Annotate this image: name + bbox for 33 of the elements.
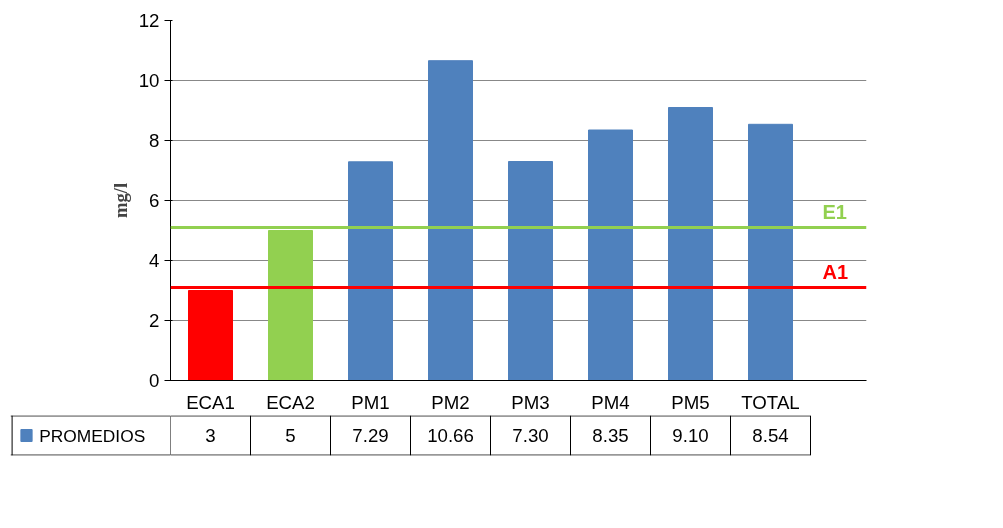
y-tick-label: 12 (138, 10, 160, 31)
data-label: 8.54 (752, 425, 789, 446)
ref-line-label: E1 (822, 200, 847, 223)
y-tick-label: 6 (149, 190, 160, 211)
x-tick-label: PM2 (431, 391, 470, 413)
x-tick-label: TOTAL (741, 391, 800, 413)
bar (508, 161, 553, 381)
data-label: 5 (285, 425, 296, 446)
y-tick-label: 4 (149, 250, 160, 271)
data-label: 7.30 (512, 425, 549, 446)
data-label: 3 (205, 425, 216, 446)
x-tick-label: ECA2 (266, 391, 315, 413)
x-tick-label: ECA1 (186, 391, 235, 413)
y-axis-title: mg/l (109, 182, 131, 219)
x-tick-label: PM1 (351, 391, 390, 413)
data-label: 9.10 (672, 425, 709, 446)
y-tick-label: 0 (149, 370, 160, 391)
ref-line-label: A1 (822, 260, 849, 283)
bar (668, 107, 713, 381)
x-tick-label: PM3 (511, 391, 550, 413)
x-tick-label: PM5 (671, 391, 710, 413)
bar (588, 129, 633, 381)
data-label: 10.66 (427, 425, 474, 446)
y-tick-label: 8 (149, 130, 160, 151)
bar (428, 60, 473, 381)
legend-label: PROMEDIOS (39, 425, 146, 446)
bar (748, 123, 793, 381)
data-label: 8.35 (592, 425, 629, 446)
x-tick-label: PM4 (591, 391, 630, 413)
y-tick-label: 10 (138, 70, 160, 91)
y-tick-label: 2 (149, 310, 160, 331)
data-label: 7.29 (352, 425, 389, 446)
bar (348, 161, 393, 381)
